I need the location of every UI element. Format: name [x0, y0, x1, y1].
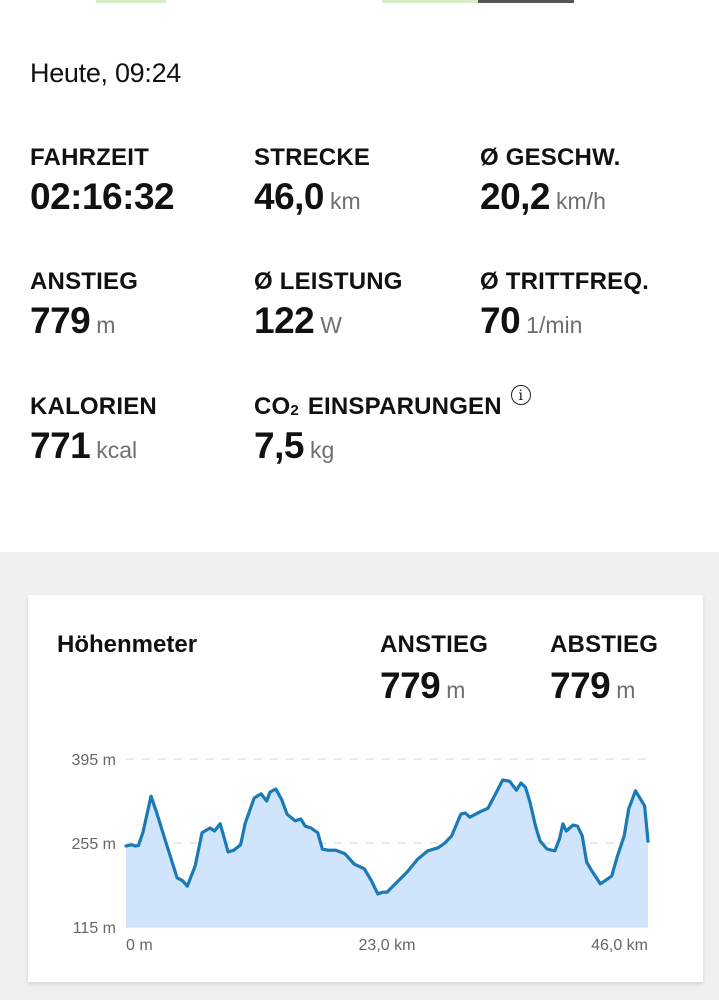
stat-value: 20,2 — [480, 176, 551, 217]
ascent-unit: m — [446, 677, 466, 703]
stat-fahrzeit: FAHRZEIT 02:16:32 — [30, 144, 175, 218]
top-image-edge — [0, 0, 719, 4]
stat-unit: 1/min — [526, 312, 583, 338]
stat-co2-einsparungen: CO 2 EINSPARUNGEN i 7,5 kg — [254, 385, 531, 467]
stat-label: Ø GESCHW. — [480, 144, 621, 171]
elevation-descent: ABSTIEG 779 m — [550, 631, 658, 707]
descent-unit: m — [616, 677, 636, 703]
stat-leistung: Ø LEISTUNG 122 W — [254, 268, 403, 342]
stat-unit: W — [320, 312, 342, 338]
stat-label: ANSTIEG — [30, 268, 139, 295]
elevation-card-title: Höhenmeter — [57, 631, 198, 658]
stat-value: 70 — [480, 300, 521, 341]
stat-value: 7,5 — [254, 425, 304, 466]
stat-unit: kg — [309, 437, 335, 463]
info-icon[interactable]: i — [510, 385, 531, 405]
stat-value: 122 — [254, 300, 315, 341]
ascent-value: 779 — [380, 665, 441, 706]
stat-label: CO 2 EINSPARUNGEN i — [254, 385, 531, 421]
stat-label: STRECKE — [254, 144, 371, 171]
stat-unit: kcal — [96, 437, 138, 463]
ascent-label: ANSTIEG — [380, 631, 489, 658]
stat-value: 02:16:32 — [30, 176, 175, 217]
stat-label: KALORIEN — [30, 393, 157, 420]
stat-unit: km — [330, 188, 361, 214]
elevation-card[interactable]: Höhenmeter ANSTIEG 779 m ABSTIEG 779 m — [28, 595, 703, 982]
ride-date-time: Heute, 09:24 — [30, 58, 182, 88]
stat-label: Ø LEISTUNG — [254, 268, 403, 295]
elevation-ascent: ANSTIEG 779 m — [380, 631, 488, 707]
stat-strecke: STRECKE 46,0 km — [254, 144, 370, 218]
stat-value: 46,0 — [254, 176, 325, 217]
descent-value: 779 — [550, 665, 611, 706]
stat-trittfrequenz: Ø TRITTFREQ. 70 1/min — [480, 268, 649, 342]
descent-label: ABSTIEG — [550, 631, 659, 658]
stat-kalorien: KALORIEN 771 kcal — [30, 393, 157, 467]
stat-unit: km/h — [556, 188, 606, 214]
stat-value: 779 — [30, 300, 91, 341]
stat-value: 771 — [30, 425, 91, 466]
stat-unit: m — [96, 312, 116, 338]
stat-label: Ø TRITTFREQ. — [480, 268, 650, 295]
stat-label: FAHRZEIT — [30, 144, 149, 171]
stat-geschwindigkeit: Ø GESCHW. 20,2 km/h — [480, 144, 620, 218]
stat-anstieg: ANSTIEG 779 m — [30, 268, 138, 342]
